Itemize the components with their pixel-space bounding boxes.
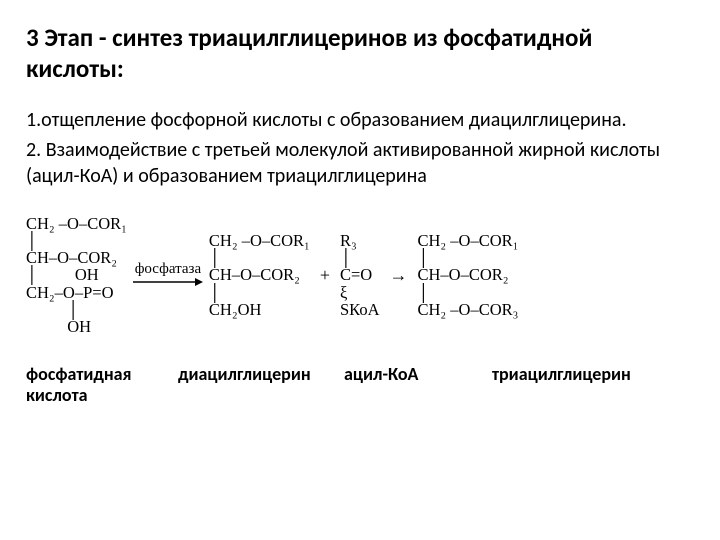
- reaction-arrow-1: фосфатаза: [133, 262, 203, 288]
- caption-acyl-coa: ацил-КоА: [344, 364, 492, 407]
- caption-phosphatidic-acid: фосфатидная кислота: [26, 364, 178, 407]
- molecule-acyl-coa: R₃ │ C=O ξ SКоА: [340, 232, 380, 319]
- step-2-text: 2. Взаимодействие с третьей молекулой ак…: [26, 137, 694, 189]
- molecule-diacylglycerol: CH₂ –O–COR₁ │ CH–O–COR₂ │ CH₂OH: [209, 232, 310, 319]
- reaction-diagram: CH₂ –O–COR₁ │ CH–O–COR₂ │ OH CH₂–O–P=O │…: [26, 215, 694, 336]
- plus-operator: +: [316, 266, 334, 285]
- arrow-operator: →: [386, 266, 412, 285]
- caption-triacylglycerol: триацилглицерин: [492, 364, 694, 407]
- molecule-triacylglycerol: CH₂ –O–COR₁ │ CH–O–COR₂ │ CH₂ –O–COR₃: [418, 232, 519, 319]
- arrow-icon: [133, 276, 203, 288]
- molecule-captions: фосфатидная кислота диацилглицерин ацил-…: [26, 364, 694, 407]
- caption-diacylglycerol: диацилглицерин: [178, 364, 344, 407]
- molecule-phosphatidic-acid: CH₂ –O–COR₁ │ CH–O–COR₂ │ OH CH₂–O–P=O │…: [26, 215, 127, 336]
- step-1-text: 1.отщепление фосфорной кислоты с образов…: [26, 107, 694, 133]
- slide-title: 3 Этап - синтез триацилглицеринов из фос…: [26, 22, 694, 85]
